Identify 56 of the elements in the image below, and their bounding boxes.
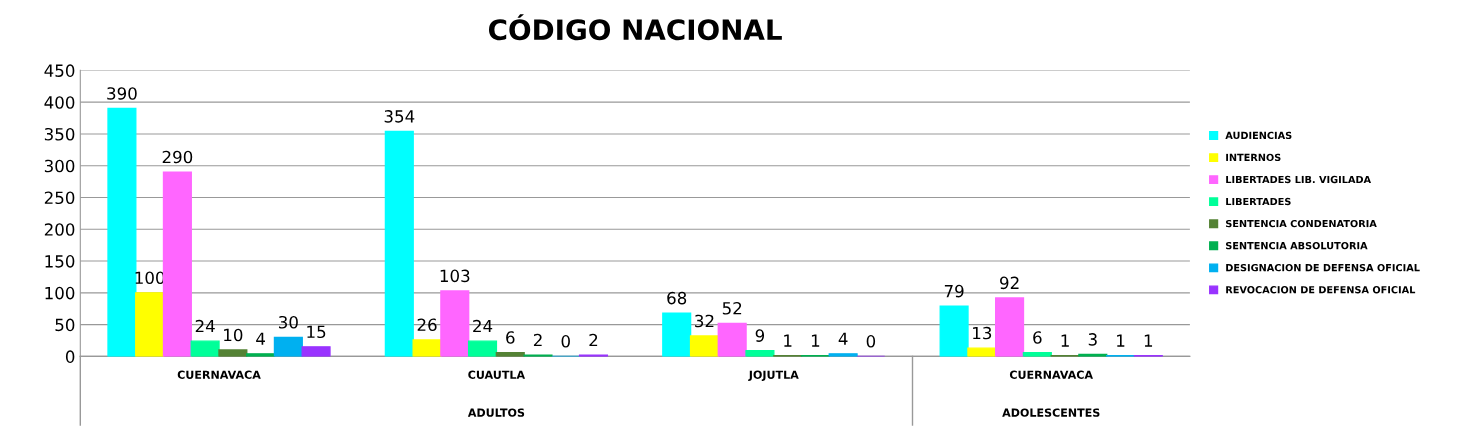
data-label: 103 (440, 269, 470, 283)
data-label: 32 (695, 314, 714, 328)
data-label: 24 (473, 319, 493, 333)
legend-label: INTERNOS (1226, 153, 1281, 162)
data-label: 2 (589, 333, 598, 347)
data-label: 30 (279, 315, 298, 329)
data-label: 10 (224, 328, 243, 342)
x-tick-label: JOJUTLA (748, 370, 799, 381)
data-label: 290 (162, 150, 193, 164)
legend-label: DESIGNACION DE DEFENSA OFICIAL (1226, 263, 1420, 272)
legend-label: LIBERTADES LIB. VIGILADA (1226, 175, 1372, 184)
data-label: 13 (973, 326, 992, 340)
legend-label: SENTENCIA CONDENATORIA (1226, 219, 1377, 228)
y-tick-label: 200 (44, 223, 75, 236)
y-tick-label: 50 (55, 318, 75, 332)
data-label: 6 (506, 331, 515, 344)
y-tick-label: 450 (44, 64, 75, 77)
legend-label: AUDIENCIAS (1225, 131, 1292, 140)
data-label: 15 (307, 325, 326, 339)
data-label: 1 (1061, 334, 1069, 347)
data-label: 9 (755, 329, 765, 342)
x-tick-label: CUERNAVACA (177, 370, 261, 379)
x-tick-label: CUERNAVACA (1009, 370, 1093, 379)
data-label: 1 (1117, 334, 1125, 347)
data-label: 68 (667, 291, 687, 305)
data-label: 26 (417, 318, 437, 332)
data-label: 0 (866, 335, 876, 348)
legend-label: REVOCACION DE DEFENSA OFICIAL (1226, 286, 1416, 294)
y-tick-label: 250 (44, 191, 75, 205)
y-tick-label: 350 (44, 127, 75, 141)
data-label: 4 (256, 332, 265, 345)
legend-label: SENTENCIA ABSOLUTORIA (1226, 241, 1368, 250)
data-label: 79 (944, 284, 964, 298)
data-label: 2 (533, 333, 542, 347)
data-label: 4 (838, 332, 848, 345)
y-tick-label: 0 (65, 350, 75, 363)
x-tick-label: CUAUTLA (468, 370, 526, 379)
data-label: 1 (784, 334, 792, 347)
y-tick-label: 300 (44, 159, 75, 173)
y-tick-label: 400 (44, 96, 75, 109)
data-label: 6 (1033, 331, 1042, 344)
data-label: 3 (1088, 333, 1097, 346)
data-label: 354 (384, 110, 415, 123)
data-label: 0 (561, 335, 570, 348)
chart-title: CÓDIGO NACIONAL (488, 14, 782, 41)
text: ADOLESCENTES (1002, 408, 1100, 417)
data-label: 390 (107, 87, 137, 100)
data-label: 24 (195, 319, 215, 333)
y-tick-label: 150 (45, 255, 75, 268)
data-label: 1 (811, 334, 820, 347)
data-label: 1 (1144, 334, 1153, 347)
data-label: 92 (1000, 276, 1019, 290)
y-tick-label: 100 (45, 286, 75, 300)
data-label: 52 (722, 301, 742, 315)
legend-label: LIBERTADES (1226, 197, 1291, 206)
text: ADULTOS (467, 408, 525, 417)
